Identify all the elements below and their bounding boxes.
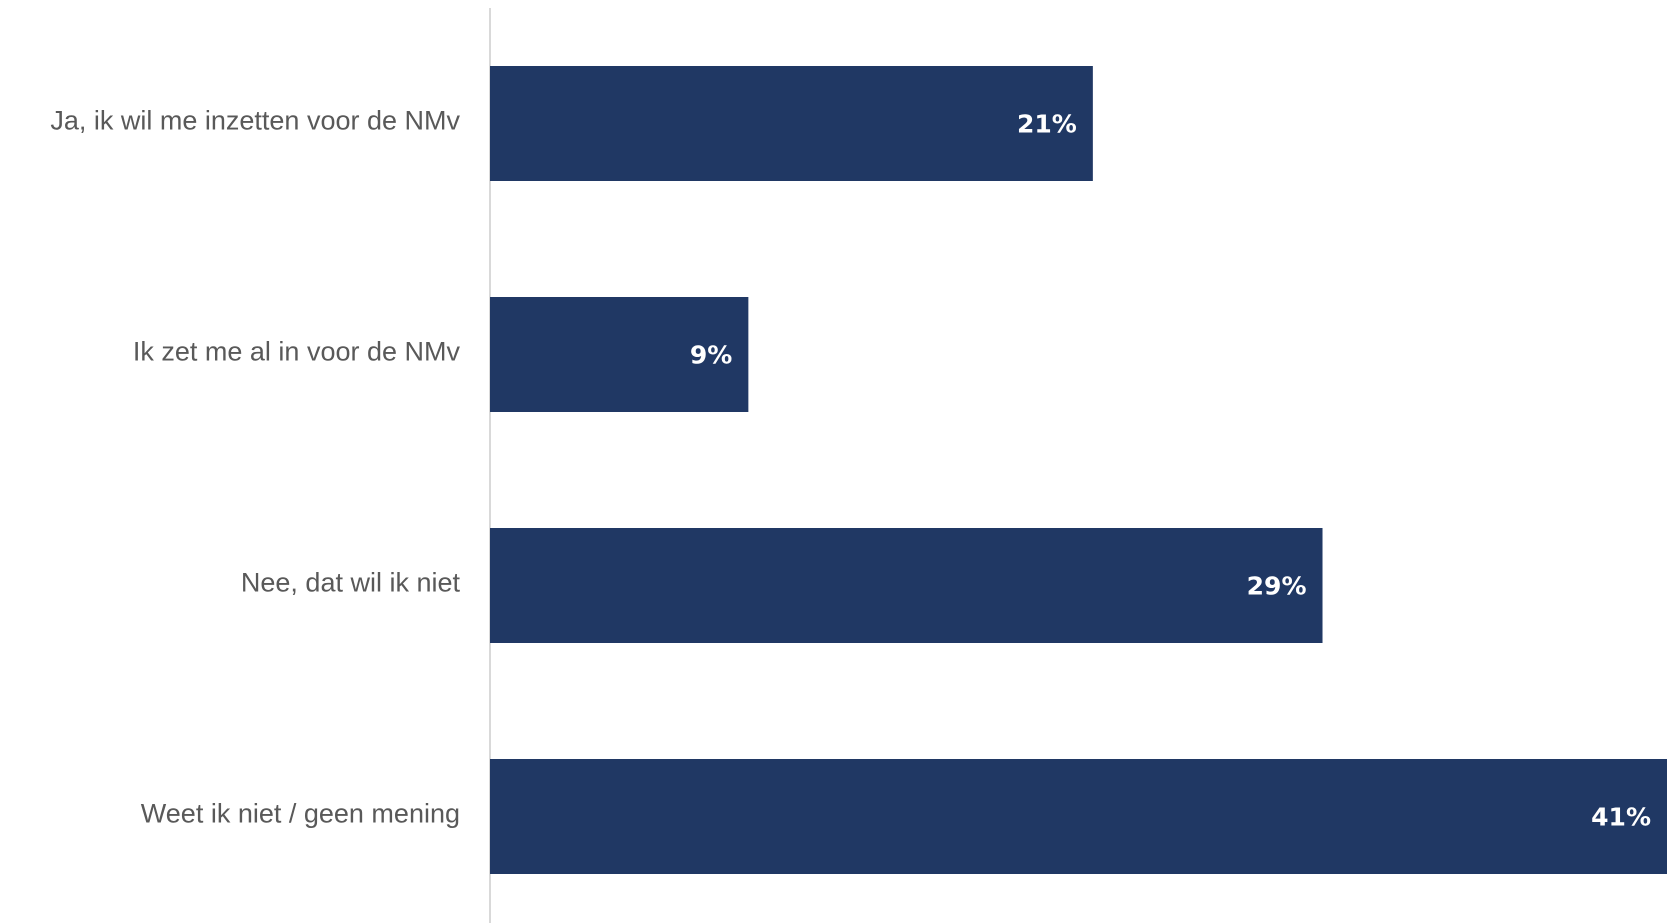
- data-label: 29%: [1247, 572, 1307, 601]
- category-label: Nee, dat wil ik niet: [241, 568, 461, 598]
- bar: [490, 759, 1667, 874]
- bar: [490, 297, 749, 412]
- bar: [490, 66, 1093, 181]
- bar: [490, 528, 1323, 643]
- data-label: 41%: [1591, 803, 1651, 832]
- category-label: Ik zet me al in voor de NMv: [133, 337, 461, 367]
- category-label: Ja, ik wil me inzetten voor de NMv: [50, 106, 460, 136]
- data-label: 9%: [690, 341, 732, 370]
- data-label: 21%: [1017, 110, 1077, 139]
- category-label: Weet ik niet / geen mening: [141, 799, 460, 829]
